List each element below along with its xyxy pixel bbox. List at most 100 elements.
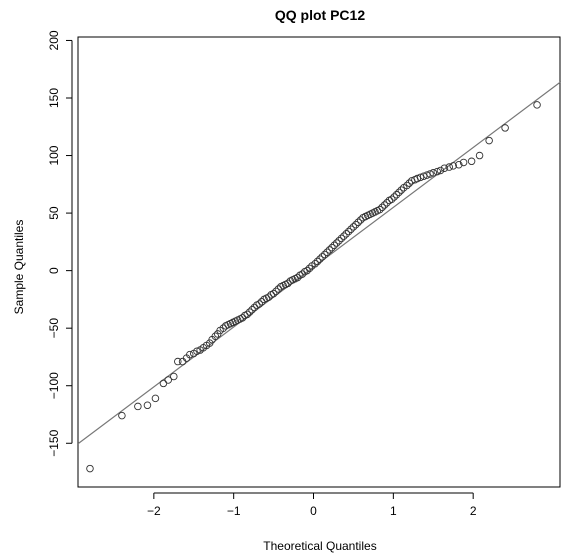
qq-point bbox=[356, 216, 365, 224]
qq-point bbox=[436, 166, 445, 175]
qq-point bbox=[459, 158, 468, 167]
qq-point bbox=[397, 186, 406, 194]
qq-point bbox=[354, 218, 362, 227]
qq-point bbox=[392, 190, 401, 199]
qq-point bbox=[151, 394, 160, 403]
qq-point bbox=[311, 259, 319, 268]
points-group bbox=[86, 101, 541, 473]
x-tick-label: −1 bbox=[227, 504, 241, 518]
qq-point bbox=[318, 253, 327, 261]
qq-point bbox=[250, 303, 259, 312]
qq-point bbox=[265, 293, 273, 301]
qq-point bbox=[467, 157, 476, 166]
x-tick-label: 1 bbox=[390, 504, 397, 518]
qq-point bbox=[330, 241, 339, 250]
qq-point bbox=[245, 308, 254, 316]
qq-point bbox=[429, 169, 438, 177]
qq-point bbox=[316, 255, 324, 263]
y-tick-label: 50 bbox=[47, 206, 61, 220]
qq-point bbox=[164, 376, 172, 384]
y-tick-label: −100 bbox=[47, 372, 61, 399]
x-axis-label: Theoretical Quantiles bbox=[263, 539, 376, 553]
qq-point bbox=[335, 236, 343, 245]
qq-point bbox=[332, 239, 341, 247]
qq-point bbox=[178, 357, 187, 366]
qq-point bbox=[533, 101, 541, 109]
qq-point bbox=[485, 136, 493, 145]
y-tick-label: 150 bbox=[47, 88, 61, 108]
qq-point bbox=[118, 411, 126, 420]
qq-point bbox=[475, 151, 484, 160]
qq-point bbox=[243, 310, 251, 319]
qq-point bbox=[352, 220, 360, 229]
qq-point bbox=[344, 227, 353, 236]
qq-point bbox=[134, 402, 142, 411]
chart-title: QQ plot PC12 bbox=[275, 7, 365, 23]
y-tick-label: 200 bbox=[47, 30, 61, 50]
qq-point bbox=[193, 347, 201, 355]
qq-point bbox=[423, 171, 431, 179]
qq-point bbox=[303, 266, 311, 275]
qq-point bbox=[501, 124, 509, 132]
qq-point bbox=[86, 464, 94, 473]
qq-point bbox=[340, 232, 348, 240]
qq-point bbox=[186, 350, 194, 359]
qq-point bbox=[383, 198, 391, 207]
qq-point bbox=[248, 306, 256, 314]
qq-point bbox=[272, 287, 280, 296]
y-axis: −150 −100 −50 0 50 100 150 200 bbox=[47, 30, 73, 457]
qq-point bbox=[376, 205, 384, 214]
qq-point bbox=[395, 188, 403, 197]
qq-point bbox=[313, 257, 322, 266]
qq-point bbox=[298, 270, 307, 278]
y-tick-label: 100 bbox=[47, 145, 61, 165]
qq-point bbox=[455, 160, 463, 169]
qq-point bbox=[219, 324, 228, 332]
y-tick-label: −150 bbox=[47, 429, 61, 456]
qq-point bbox=[284, 279, 292, 288]
qq-point bbox=[320, 250, 329, 259]
qq-point bbox=[305, 264, 314, 273]
qq-point bbox=[378, 203, 386, 212]
y-tick-label: −50 bbox=[47, 318, 61, 339]
qq-point bbox=[403, 181, 411, 190]
qq-point bbox=[257, 297, 266, 306]
qq-point bbox=[255, 300, 263, 308]
qq-point bbox=[419, 172, 428, 181]
qq-point bbox=[143, 401, 152, 410]
qq-point bbox=[170, 372, 178, 381]
x-tick-label: −2 bbox=[147, 504, 161, 518]
y-tick-label: 0 bbox=[47, 267, 61, 274]
qq-point bbox=[274, 285, 283, 293]
qq-point bbox=[328, 243, 336, 252]
qq-point bbox=[416, 173, 425, 182]
qq-point bbox=[440, 164, 449, 172]
qq-point bbox=[413, 174, 422, 183]
x-tick-label: 0 bbox=[310, 504, 317, 518]
qq-point bbox=[159, 379, 168, 388]
qq-point bbox=[269, 289, 278, 298]
qq-point bbox=[390, 193, 398, 201]
qq-point bbox=[342, 230, 350, 238]
qq-point bbox=[426, 170, 434, 178]
qq-point bbox=[337, 234, 346, 243]
qq-point bbox=[405, 179, 414, 187]
qq-point bbox=[349, 223, 358, 231]
qq-point bbox=[433, 167, 442, 176]
qq-point bbox=[323, 248, 331, 256]
qq-point bbox=[293, 273, 302, 282]
qq-point bbox=[211, 332, 220, 340]
qq-point bbox=[388, 195, 396, 204]
qq-point bbox=[325, 246, 334, 254]
qq-point bbox=[380, 201, 389, 209]
qq-point bbox=[238, 314, 247, 322]
x-axis: −2 −1 0 1 2 bbox=[147, 492, 477, 518]
qq-point bbox=[449, 162, 457, 170]
qq-point bbox=[347, 225, 355, 233]
y-axis-label: Sample Quantiles bbox=[12, 220, 26, 315]
qq-point bbox=[445, 163, 453, 171]
x-tick-label: 2 bbox=[470, 504, 477, 518]
plot-area bbox=[77, 36, 561, 488]
qq-point bbox=[174, 357, 182, 366]
